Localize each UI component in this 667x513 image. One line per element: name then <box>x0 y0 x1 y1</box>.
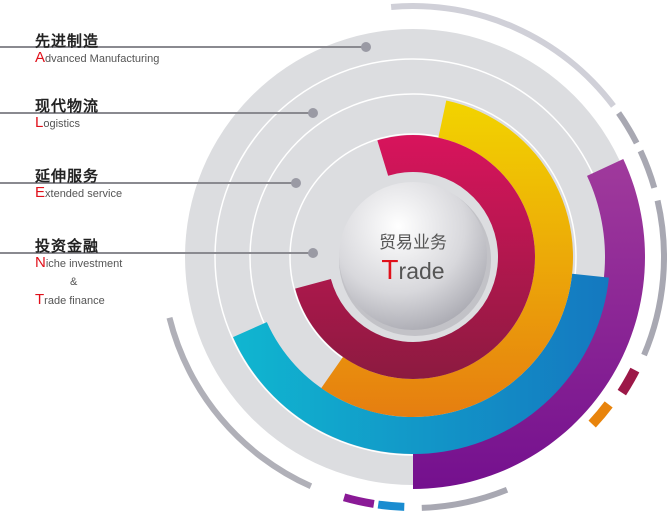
initial: T <box>381 254 399 285</box>
leader-dot <box>291 178 301 188</box>
outer-purple-tick <box>342 493 375 508</box>
label-trade-finance-en: Trade finance <box>35 291 105 308</box>
initial: N <box>35 254 46 271</box>
ampersand: & <box>70 276 78 288</box>
outer-gray-segment <box>641 199 667 357</box>
label-logistics-en: Logistics <box>35 114 80 131</box>
rest: rade <box>398 258 445 284</box>
label-service-zh: 延伸服务 <box>35 167 100 185</box>
blue-ring-arc <box>233 273 609 454</box>
crimson-ring-arc <box>295 135 535 380</box>
label-logistics-zh: 现代物流 <box>35 97 100 115</box>
label-finance-zh: 投资金融 <box>35 237 100 255</box>
outer-blue-tick <box>377 500 405 511</box>
center-title-en: Trade <box>358 254 468 286</box>
outer-crimson-tick <box>617 367 640 396</box>
rest: rade finance <box>44 295 105 307</box>
leader-dot <box>361 42 371 52</box>
rest: xtended service <box>45 188 123 200</box>
initial: L <box>35 114 44 131</box>
leader-dot <box>308 248 318 258</box>
initial: A <box>35 49 46 66</box>
label-finance-en: Niche investment <box>35 254 122 271</box>
purple-ring-arc <box>413 158 645 489</box>
center-sphere <box>339 182 487 330</box>
outer-gray-segment <box>616 111 640 145</box>
label-manufacturing-zh: 先进制造 <box>35 32 100 50</box>
initial: E <box>35 184 46 201</box>
rest: ogistics <box>43 118 81 130</box>
center-title-zh: 贸易业务 <box>379 233 447 253</box>
initial: T <box>35 291 45 308</box>
rest: iche investment <box>45 258 123 270</box>
outer-orange-tick <box>588 401 613 428</box>
leader-dot <box>308 108 318 118</box>
label-service-en: Extended service <box>35 184 122 201</box>
outer-gray-segment <box>637 149 658 189</box>
gold-ring-arc <box>321 100 573 417</box>
outer-gray-segment <box>421 486 509 511</box>
rest: dvanced Manufacturing <box>45 53 160 65</box>
label-manufacturing-en: Advanced Manufacturing <box>35 49 159 66</box>
outer-gray-segment <box>390 3 616 108</box>
